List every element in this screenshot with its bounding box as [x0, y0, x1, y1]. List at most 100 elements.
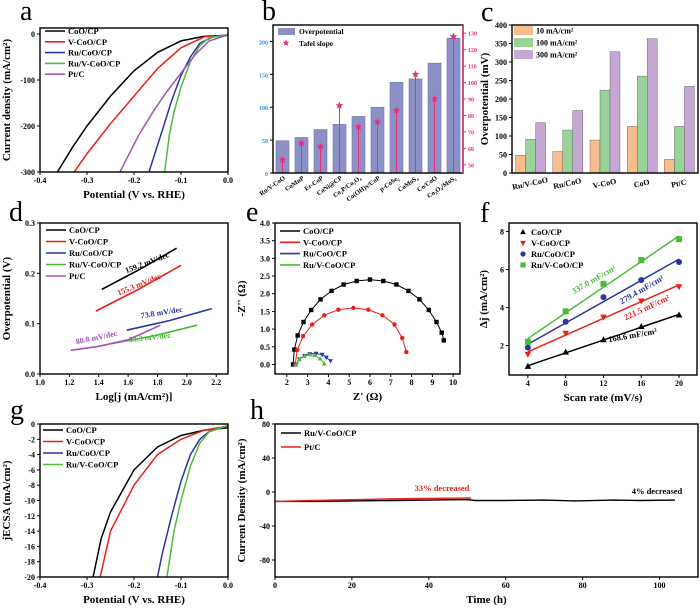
tafel-star-marker — [392, 106, 401, 114]
tafel-star-marker — [411, 70, 420, 78]
capacitance-annotation: 168.6 mF/cm² — [607, 326, 658, 344]
data-point — [319, 352, 325, 358]
legend-label: 10 mA/cm² — [536, 27, 574, 36]
tafel-star-marker — [335, 101, 344, 109]
legend-swatch — [514, 50, 533, 59]
legend-swatch — [514, 26, 533, 35]
y-tick-label: 80 — [262, 420, 270, 429]
y-tick-label: 50 — [262, 139, 268, 145]
y2-tick-label: 120 — [468, 48, 477, 54]
y2-tick-label: 90 — [468, 98, 474, 104]
data-point — [308, 307, 314, 313]
y-tick-label: 0 — [265, 172, 268, 178]
overpotential-bar — [647, 38, 658, 174]
y2-tick-label: 70 — [468, 130, 474, 136]
legend-label: Ru/V-CoO/CP — [69, 260, 121, 270]
legend-label: Overpotential — [299, 27, 344, 36]
tafel-star-marker — [297, 139, 306, 147]
tafel-slope-annotation: 155.3 mV/dec — [116, 272, 163, 298]
legend-label: CoO/CP — [68, 26, 99, 36]
legend-label: Pt/C — [68, 69, 85, 79]
data-point — [328, 359, 333, 364]
x-tick-label: 9 — [430, 378, 434, 387]
overpotential-bar — [664, 159, 675, 174]
tafel-star-marker — [373, 118, 382, 126]
panel-a-lsv-chart: -0.4 -0.3 -0.2 -0.1 0.0 -300 -200 -100 0 Potentia… — [1, 26, 233, 201]
data-point — [321, 361, 327, 366]
panel-letter-g: g — [10, 395, 24, 426]
y-tick-label: -6 — [28, 466, 35, 475]
fit-line — [527, 258, 680, 345]
legend-label: V-CoO/CP — [69, 237, 108, 247]
series-line — [119, 34, 228, 172]
plot-frame — [511, 24, 699, 174]
category-label: V-CoO — [592, 177, 617, 191]
x-tick-label: 0.0 — [223, 176, 233, 185]
legend-label: Tafel slope — [299, 39, 334, 48]
tafel-star-marker — [278, 155, 287, 164]
y-tick-label: 2 — [500, 342, 504, 351]
x-tick-label: -0.4 — [34, 581, 47, 590]
x-axis-label: Z' (Ω) — [353, 391, 383, 403]
tafel-slope-annotation: 159.2 mV/dec — [124, 250, 171, 275]
legend-marker — [520, 262, 526, 268]
series-line — [163, 34, 228, 172]
y-tick-label: -8 — [28, 481, 35, 490]
y-tick-label: 0 — [503, 169, 507, 178]
x-tick-label: -0.4 — [34, 176, 47, 185]
legend-marker — [520, 240, 526, 247]
legend-label: CoO/CP — [69, 225, 100, 235]
x-tick-label: 6 — [368, 378, 372, 387]
overpotential-bar — [637, 75, 648, 174]
data-point — [600, 280, 607, 287]
y-tick-label: -20 — [24, 573, 35, 582]
x-tick-label: 12 — [599, 379, 607, 388]
y-tick-label: 0 — [266, 488, 270, 497]
y-tick-label: 0.0 — [25, 370, 35, 379]
data-point — [367, 277, 373, 282]
plot-frame — [274, 222, 461, 375]
legend-label: Ru/V-CoO/CP — [66, 460, 118, 470]
data-point — [404, 349, 409, 355]
overpotential-bar — [562, 129, 573, 174]
data-point — [301, 319, 306, 325]
data-point — [341, 282, 346, 287]
x-tick-label: -0.3 — [81, 581, 94, 590]
y-tick-label: 3.5 — [260, 237, 270, 246]
legend-label: 300 mA/cm² — [536, 51, 578, 60]
y-axis-label: Current Density (mA/cm²) — [236, 438, 248, 562]
y-tick-label: -12 — [24, 512, 35, 521]
x-axis-label: Potential (V vs. RHE) — [83, 594, 185, 606]
data-point — [638, 277, 645, 283]
x-tick-label: 16 — [637, 379, 645, 388]
y-tick-label: 4.0 — [260, 219, 270, 228]
overpotential-bar — [684, 86, 695, 174]
x-tick-label: 40 — [425, 581, 433, 590]
panel-b-comparison-chart: 050100150200Ru/V-CoOCoMnPEr-CoPCoNi@CPCo… — [258, 24, 477, 203]
panel-letter-e: e — [246, 197, 258, 228]
legend-swatch — [514, 38, 533, 47]
category-label: Co(OH)x/CoP — [345, 175, 381, 203]
y2-tick-label: 50 — [468, 163, 474, 169]
data-point — [406, 288, 411, 294]
data-point — [380, 313, 385, 318]
x-tick-label: 5 — [347, 378, 351, 387]
x-tick-label: 2.2 — [211, 378, 221, 387]
y2-tick-label: 80 — [468, 114, 474, 120]
data-point — [637, 298, 645, 305]
x-tick-label: 4 — [326, 378, 330, 387]
data-point — [426, 307, 432, 313]
y-axis-label: Overpotential (mV) — [479, 52, 491, 145]
data-point — [329, 288, 334, 294]
y-tick-label: 200 — [259, 40, 268, 46]
y-tick-label: 350 — [495, 40, 507, 49]
data-point — [524, 344, 531, 351]
y-tick-label: -100 — [20, 76, 35, 85]
data-point — [392, 322, 397, 327]
y-tick-label: 0.0 — [260, 360, 270, 369]
x-tick-label: 1.4 — [94, 378, 104, 387]
legend-swatch — [278, 28, 295, 35]
category-label: CoMnP — [284, 175, 306, 193]
tafel-line — [70, 324, 161, 352]
